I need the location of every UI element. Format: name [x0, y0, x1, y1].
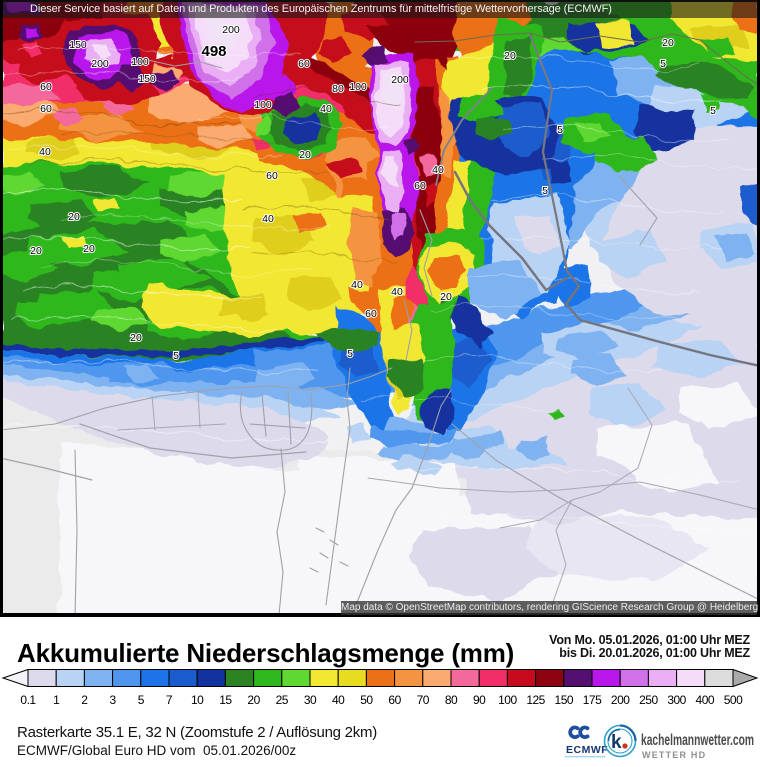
svg-text:5: 5 [710, 105, 716, 117]
svg-text:200: 200 [391, 74, 409, 86]
svg-text:20: 20 [130, 332, 142, 344]
svg-text:60: 60 [40, 81, 52, 93]
svg-text:20: 20 [30, 245, 42, 257]
svg-text:100: 100 [254, 99, 272, 111]
svg-text:20: 20 [504, 50, 516, 62]
svg-text:5: 5 [557, 124, 563, 136]
svg-text:WETTER HD: WETTER HD [642, 750, 706, 760]
svg-text:100: 100 [349, 81, 367, 93]
svg-text:60: 60 [266, 170, 278, 182]
svg-text:200: 200 [91, 58, 109, 70]
svg-text:60: 60 [298, 58, 310, 70]
svg-text:40: 40 [262, 213, 274, 225]
svg-text:60: 60 [414, 180, 426, 192]
svg-text:150: 150 [69, 39, 87, 51]
svg-text:60: 60 [40, 103, 52, 115]
svg-text:200: 200 [222, 24, 240, 36]
svg-text:60: 60 [365, 308, 377, 320]
svg-text:5: 5 [173, 350, 179, 362]
svg-text:498: 498 [201, 43, 226, 60]
svg-text:150: 150 [138, 73, 156, 85]
svg-text:20: 20 [440, 291, 452, 303]
svg-text:5: 5 [660, 58, 666, 70]
svg-text:40: 40 [39, 146, 51, 158]
svg-text:40: 40 [391, 286, 403, 298]
svg-text:20: 20 [68, 211, 80, 223]
svg-text:40: 40 [351, 279, 363, 291]
svg-text:100: 100 [131, 56, 149, 68]
svg-text:20: 20 [662, 37, 674, 49]
svg-text:40: 40 [320, 103, 332, 115]
svg-text:5: 5 [347, 348, 353, 360]
svg-text:20: 20 [83, 243, 95, 255]
svg-text:80: 80 [332, 83, 344, 95]
svg-text:k: k [611, 732, 622, 753]
svg-text:ECMWF: ECMWF [566, 744, 608, 756]
svg-text:40: 40 [432, 164, 444, 176]
svg-text:20: 20 [299, 149, 311, 161]
svg-text:kachelmannwetter.com: kachelmannwetter.com [641, 732, 754, 749]
svg-text:5: 5 [542, 185, 548, 197]
